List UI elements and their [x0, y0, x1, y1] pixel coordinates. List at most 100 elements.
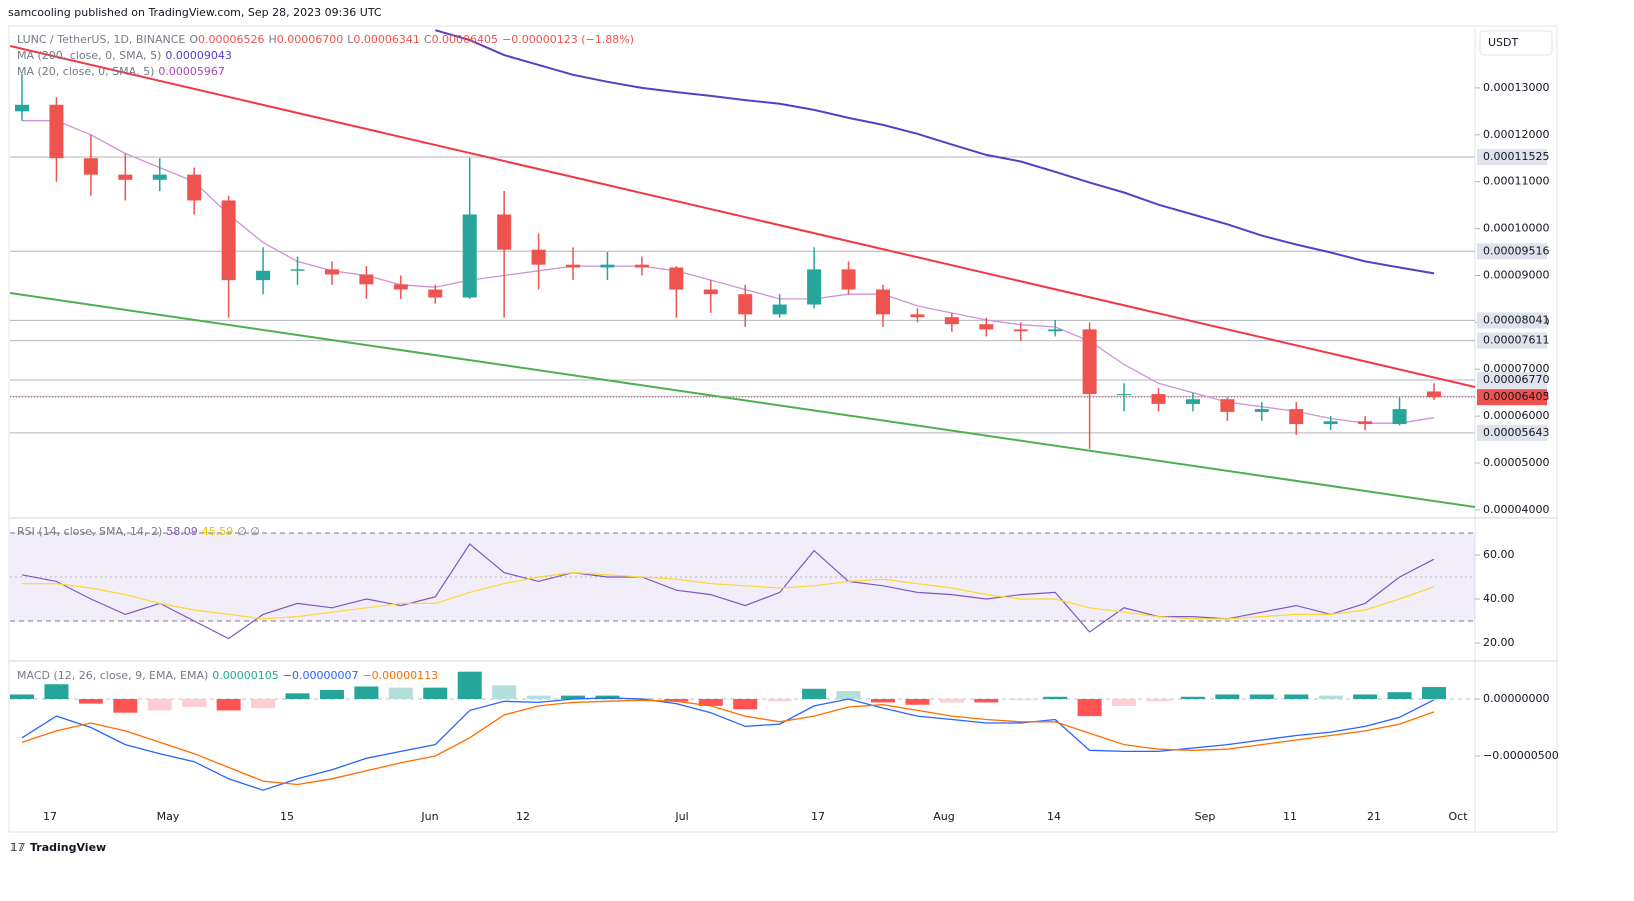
- publisher: samcooling published on TradingView.com,…: [8, 6, 382, 19]
- macd-legend: MACD (12, 26, close, 9, EMA, EMA) 0.00000…: [17, 669, 438, 682]
- level-label: 0.00008041: [1483, 313, 1549, 326]
- support-trendline: [10, 292, 1475, 508]
- candle-body: [49, 104, 64, 159]
- candle-body: [807, 269, 822, 305]
- rsi-legend: RSI (14, close, SMA, 14, 2) 58.09 45.59 ∅ ∅: [17, 525, 260, 538]
- level-label: 0.00005643: [1483, 426, 1549, 439]
- candle-body: [15, 104, 29, 112]
- macd-histogram-bar: [1318, 695, 1343, 700]
- candle-body: [910, 314, 925, 318]
- candle-body: [944, 317, 959, 325]
- c-value: 0.00006405: [432, 33, 498, 46]
- candle-body: [566, 264, 581, 268]
- currency[interactable]: USDT: [1488, 36, 1519, 49]
- macd-histogram-bar: [561, 695, 586, 700]
- change: −0.00000123 (−1.88%): [502, 33, 634, 46]
- candle-body: [152, 174, 167, 180]
- level-label-box: [1477, 332, 1547, 349]
- macd-title: MACD (12, 26, close, 9, EMA, EMA): [17, 669, 208, 682]
- candle-body: [669, 267, 684, 290]
- level-label-box: [1477, 372, 1547, 389]
- ma20-legend: MA (20, close, 0, SMA, 5) 0.00005967: [17, 65, 225, 78]
- candle-body: [979, 324, 994, 330]
- rsi-line: [22, 571, 1435, 620]
- axes: 0.00004000 0.00005000 0.00006000 0.00007000…: [43, 81, 1559, 823]
- price-tick-label: 0.00006000: [1483, 409, 1549, 422]
- x-tick-label: Jul: [674, 810, 688, 823]
- candle-body: [531, 249, 546, 265]
- x-tick-label: Oct: [1448, 810, 1468, 823]
- macd-histogram-bar: [44, 684, 69, 700]
- level-label: 0.00007611: [1483, 334, 1549, 347]
- candle-body: [1323, 421, 1338, 425]
- last-price-label: 0.00006405: [1483, 390, 1549, 403]
- candle-body: [187, 174, 202, 201]
- rsi-tick-label: 40.00: [1483, 592, 1515, 605]
- ma200-value: 0.00009043: [165, 49, 231, 62]
- macd-histogram-bar: [905, 699, 930, 705]
- footer-brand: TradingView: [30, 841, 106, 854]
- candle-body: [1427, 391, 1441, 398]
- candle-body: [428, 289, 443, 298]
- x-tick-label: 11: [1283, 810, 1297, 823]
- macd-histogram-bar: [457, 671, 482, 700]
- macd-histogram-bar: [388, 687, 413, 700]
- x-tick-label: May: [157, 810, 180, 823]
- price-tick-label: 0.00007000: [1483, 362, 1549, 375]
- x-tick-label: 15: [280, 810, 294, 823]
- macd-line: [21, 697, 1435, 791]
- candle-body: [1392, 409, 1407, 425]
- level-label-box: [1477, 243, 1547, 260]
- macd-histogram-bar: [1043, 696, 1068, 700]
- candle-body: [462, 214, 477, 298]
- candle-body: [118, 174, 133, 180]
- candle-body: [1185, 399, 1200, 404]
- o-label: O: [189, 33, 198, 46]
- rsi-bands-value: ∅ ∅: [237, 525, 260, 538]
- rsi-tick-label: 20.00: [1483, 636, 1515, 649]
- macd-histogram-bar: [939, 699, 964, 703]
- macd-histogram-bar: [733, 699, 758, 710]
- level-label-box: [1477, 312, 1547, 329]
- macd-line: [21, 699, 1435, 786]
- macd-pane: [10, 671, 1475, 791]
- candle-body: [634, 264, 649, 268]
- macd-histogram-bar: [1387, 692, 1412, 700]
- macd-histogram-bar: [526, 695, 551, 700]
- macd-histogram-bar: [767, 699, 792, 702]
- candle-body: [1117, 394, 1132, 396]
- macd-histogram-bar: [78, 699, 103, 704]
- candle-body: [83, 158, 98, 175]
- main-pane: [10, 29, 1475, 449]
- macd-histogram-bar: [113, 699, 138, 713]
- moving-average: [435, 29, 1435, 275]
- o-value: 0.00006526: [198, 33, 264, 46]
- macd-histogram-bar: [423, 687, 448, 700]
- currency-button[interactable]: [1479, 30, 1553, 56]
- price-tick-label: 0.00010000: [1483, 222, 1549, 235]
- macd-tick-label: 0.00000000: [1483, 692, 1549, 705]
- price-tick-label: 0.00012000: [1483, 128, 1549, 141]
- level-label-box: [1477, 424, 1547, 441]
- macd-hist-value: 0.00000105: [212, 669, 278, 682]
- macd-histogram-bar: [182, 699, 207, 708]
- candle-body: [393, 284, 408, 290]
- l-label: L: [347, 33, 354, 46]
- macd-histogram-bar: [1112, 699, 1137, 706]
- footer-logo: 𝟙𝟟: [10, 841, 25, 854]
- level-label: 0.00006770: [1483, 373, 1549, 386]
- price-tick-label: 0.00011000: [1483, 175, 1549, 188]
- candle-body: [1013, 329, 1028, 332]
- candle-body: [1254, 409, 1269, 412]
- candle-body: [359, 274, 374, 285]
- macd-histogram-bar: [1284, 694, 1309, 700]
- drawings: [10, 45, 1475, 508]
- macd-histogram-bar: [251, 699, 276, 709]
- signal-value: −0.00000113: [362, 669, 438, 682]
- candle-body: [1220, 399, 1235, 412]
- macd-histogram-bar: [319, 689, 344, 700]
- c-label: C: [424, 33, 432, 46]
- macd-histogram-bar: [216, 699, 241, 711]
